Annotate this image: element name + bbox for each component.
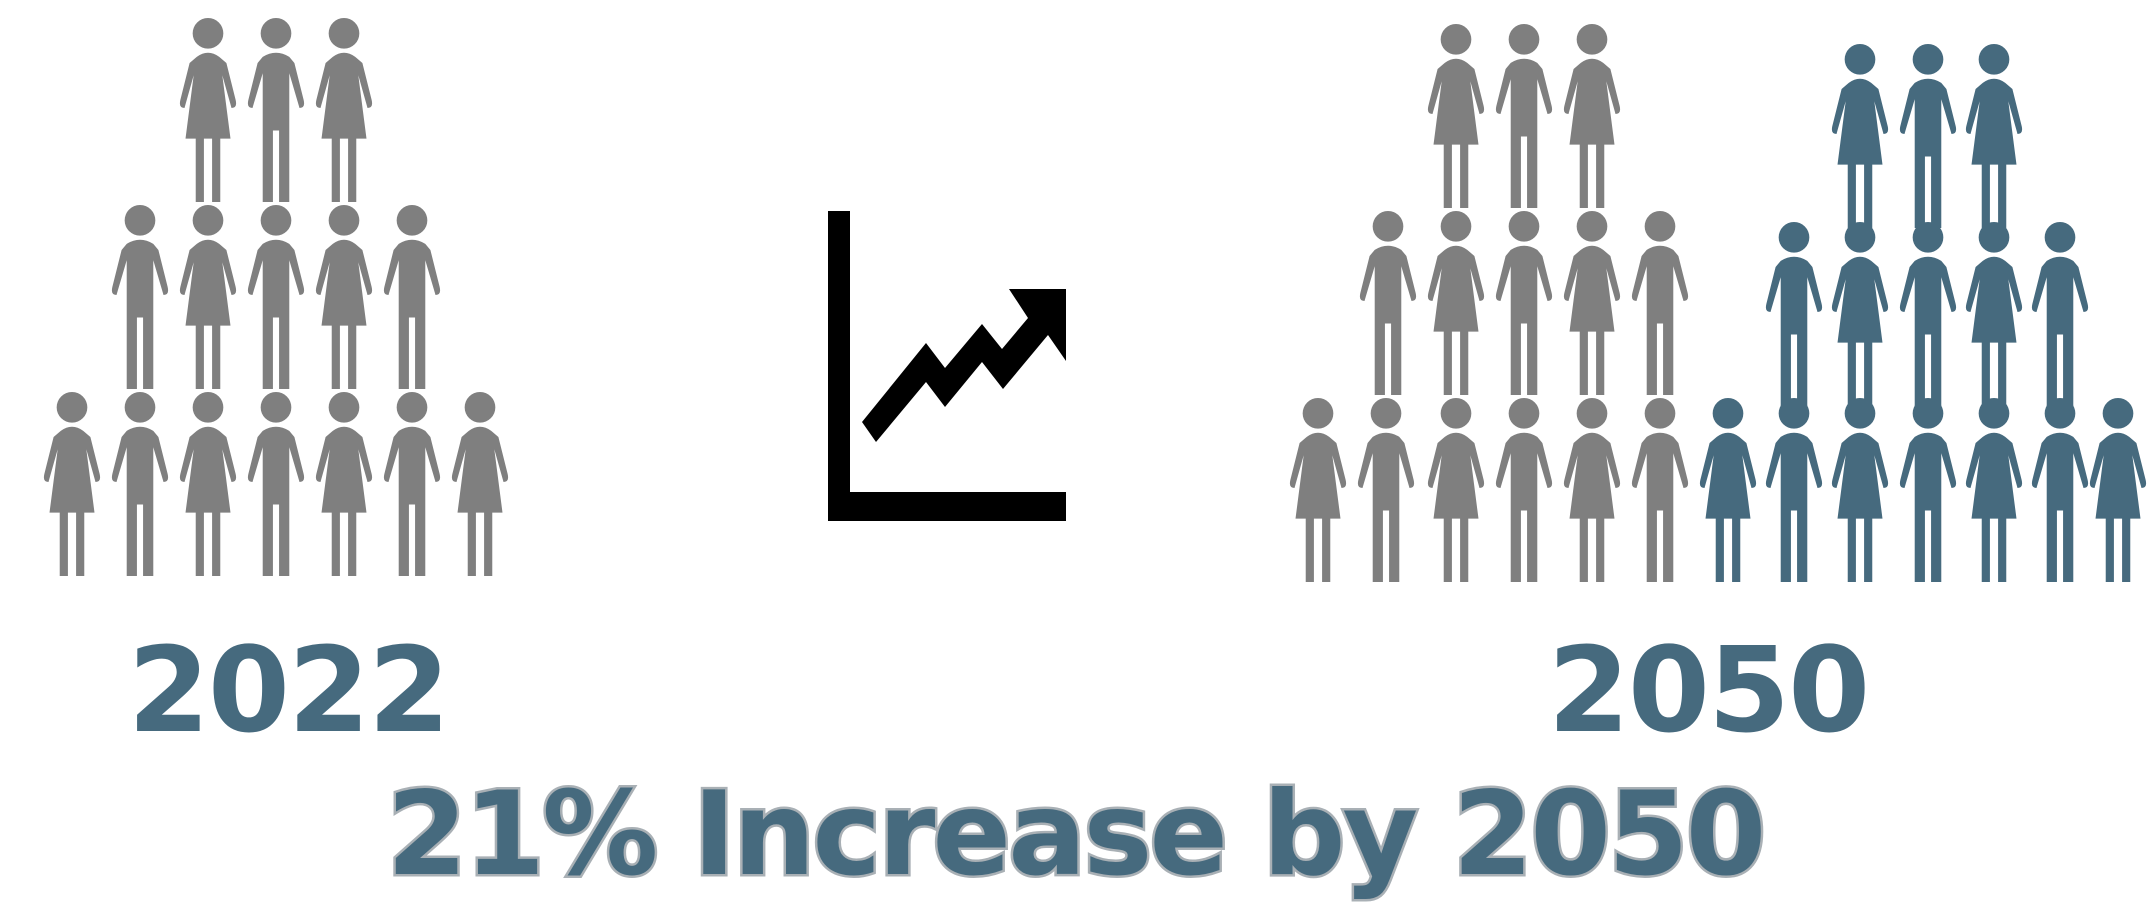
man-icon <box>2031 222 2089 406</box>
man-icon <box>1899 398 1957 582</box>
woman-icon <box>179 18 237 202</box>
man-icon <box>111 205 169 389</box>
woman-icon <box>1965 44 2023 228</box>
population-2050-existing-group <box>1289 24 1689 582</box>
woman-icon <box>315 205 373 389</box>
man-icon <box>1495 24 1553 208</box>
woman-icon <box>315 392 373 576</box>
population-2050-added-group <box>1699 44 2147 582</box>
population-2022-group <box>43 18 509 576</box>
man-icon <box>383 205 441 389</box>
man-icon <box>1765 222 1823 406</box>
headline-text: 21% Increase by 2050 <box>384 767 1769 902</box>
year-2050-label: 2050 <box>1547 621 1870 759</box>
man-icon <box>247 205 305 389</box>
woman-icon <box>1965 222 2023 406</box>
man-icon <box>1631 398 1689 582</box>
man-icon <box>1359 211 1417 395</box>
woman-icon <box>451 392 509 576</box>
woman-icon <box>1427 24 1485 208</box>
man-icon <box>1495 398 1553 582</box>
woman-icon <box>179 205 237 389</box>
woman-icon <box>1831 398 1889 582</box>
woman-icon <box>43 392 101 576</box>
woman-icon <box>1427 211 1485 395</box>
man-icon <box>383 392 441 576</box>
woman-icon <box>315 18 373 202</box>
man-icon <box>1495 211 1553 395</box>
woman-icon <box>1831 222 1889 406</box>
year-2022-label: 2022 <box>127 621 450 759</box>
man-icon <box>247 392 305 576</box>
woman-icon <box>1831 44 1889 228</box>
growth-chart-icon <box>828 211 1066 521</box>
man-icon <box>1631 211 1689 395</box>
woman-icon <box>1563 24 1621 208</box>
woman-icon <box>1289 398 1347 582</box>
woman-icon <box>179 392 237 576</box>
woman-icon <box>1965 398 2023 582</box>
man-icon <box>111 392 169 576</box>
chart-trend-arrow <box>862 289 1066 442</box>
man-icon <box>247 18 305 202</box>
woman-icon <box>2089 398 2147 582</box>
man-icon <box>1899 222 1957 406</box>
man-icon <box>1765 398 1823 582</box>
woman-icon <box>1563 211 1621 395</box>
woman-icon <box>1427 398 1485 582</box>
woman-icon <box>1699 398 1757 582</box>
man-icon <box>1899 44 1957 228</box>
woman-icon <box>1563 398 1621 582</box>
man-icon <box>1357 398 1415 582</box>
man-icon <box>2031 398 2089 582</box>
